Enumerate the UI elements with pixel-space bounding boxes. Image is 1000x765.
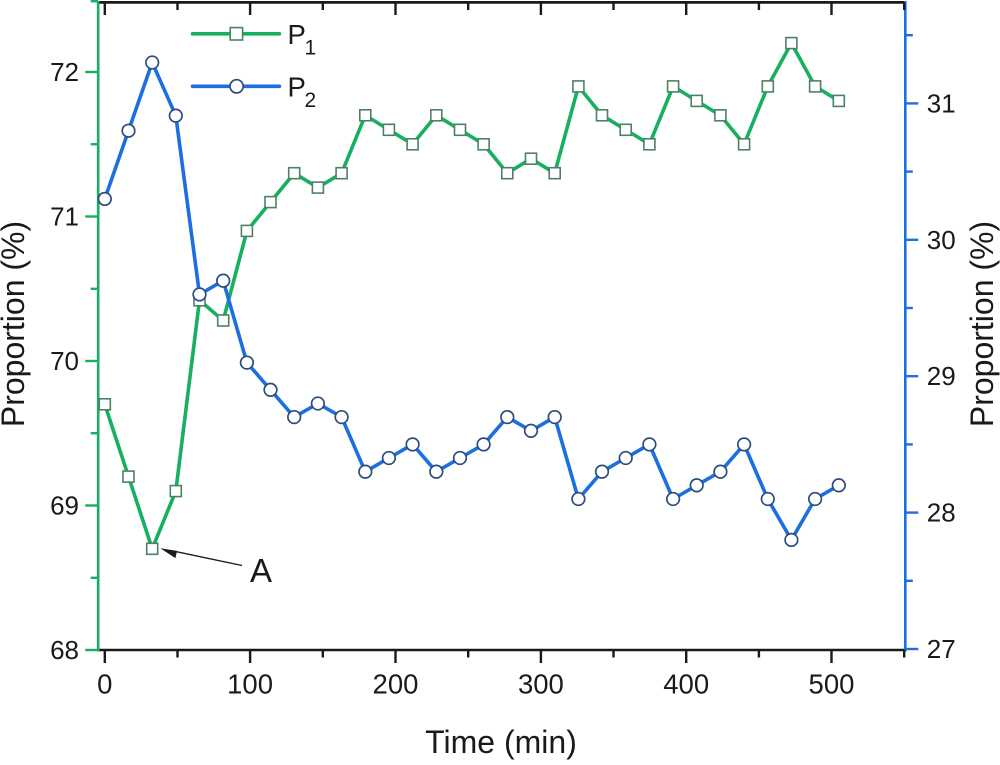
svg-text:30: 30	[927, 225, 956, 255]
svg-text:2: 2	[305, 89, 317, 112]
svg-text:28: 28	[927, 498, 956, 528]
svg-text:27: 27	[927, 634, 956, 664]
svg-text:400: 400	[663, 668, 709, 699]
svg-text:500: 500	[809, 668, 855, 699]
svg-text:P: P	[288, 19, 306, 50]
svg-text:1: 1	[305, 36, 317, 59]
svg-text:P: P	[288, 72, 306, 103]
svg-text:31: 31	[927, 88, 956, 118]
svg-text:Time (min): Time (min)	[425, 724, 577, 760]
svg-text:71: 71	[50, 202, 79, 232]
svg-text:0: 0	[97, 668, 112, 699]
svg-text:A: A	[250, 552, 272, 589]
svg-text:300: 300	[518, 668, 564, 699]
svg-text:70: 70	[50, 346, 79, 376]
svg-text:Proportion (%): Proportion (%)	[0, 221, 31, 427]
svg-text:69: 69	[50, 491, 79, 521]
svg-text:72: 72	[50, 57, 79, 87]
svg-text:100: 100	[227, 668, 273, 699]
svg-text:Proportion (%): Proportion (%)	[964, 221, 1000, 427]
svg-text:29: 29	[927, 361, 956, 391]
svg-text:68: 68	[50, 635, 79, 665]
svg-text:200: 200	[373, 668, 419, 699]
